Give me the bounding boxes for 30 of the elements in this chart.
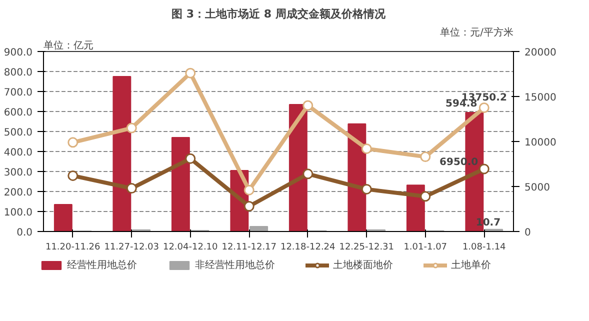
legend-label: 土地单价 — [451, 258, 491, 272]
y2-tick-label: 15000 — [524, 92, 556, 104]
x-tick-label: 12.25-12.31 — [339, 242, 394, 252]
y2-tick-label: 5000 — [524, 182, 550, 194]
y-tick-label: 200.0 — [4, 188, 33, 198]
x-tick-label: 12.11-12.17 — [222, 242, 277, 252]
y2-tick-label: 10000 — [524, 138, 556, 148]
annotation: 单位：亿元 — [44, 40, 94, 52]
text: 单位：元/平方米 — [440, 26, 514, 38]
legend-label: 土地楼面地价 — [333, 258, 393, 272]
x-tick-label: 12.04-12.10 — [162, 242, 218, 252]
legend-label: 经营性用地总价 — [67, 258, 137, 272]
x-tick-label: 11.20-11.26 — [45, 242, 101, 252]
y-tick-label: 900.0 — [4, 48, 33, 58]
x-tick-label: 1.01-1.07 — [404, 242, 448, 252]
y-tick-label: 700.0 — [4, 88, 33, 98]
y-tick-label: 800.0 — [4, 68, 33, 78]
x-tick-label: 12.18-12.24 — [280, 242, 336, 252]
y-tick-label: 400.0 — [4, 148, 33, 158]
x-tick-label: 1.08-1.14 — [462, 242, 506, 252]
y-tick-label: 500.0 — [4, 128, 33, 138]
y-tick-label: 600.0 — [4, 108, 33, 118]
y-tick-label: 0.0 — [16, 228, 33, 238]
y2-tick-label: 20000 — [524, 48, 556, 58]
y-tick-label: 100.0 — [4, 208, 33, 218]
chart-title: 图 3：土地市场近 8 周成交金额及价格情况 — [172, 8, 386, 20]
y-tick-label: 300.0 — [4, 168, 33, 178]
legend-label: 非经营性用地总价 — [195, 258, 275, 272]
y2-tick-label: 0 — [524, 228, 531, 238]
x-tick-label: 11.27-12.03 — [104, 242, 160, 252]
